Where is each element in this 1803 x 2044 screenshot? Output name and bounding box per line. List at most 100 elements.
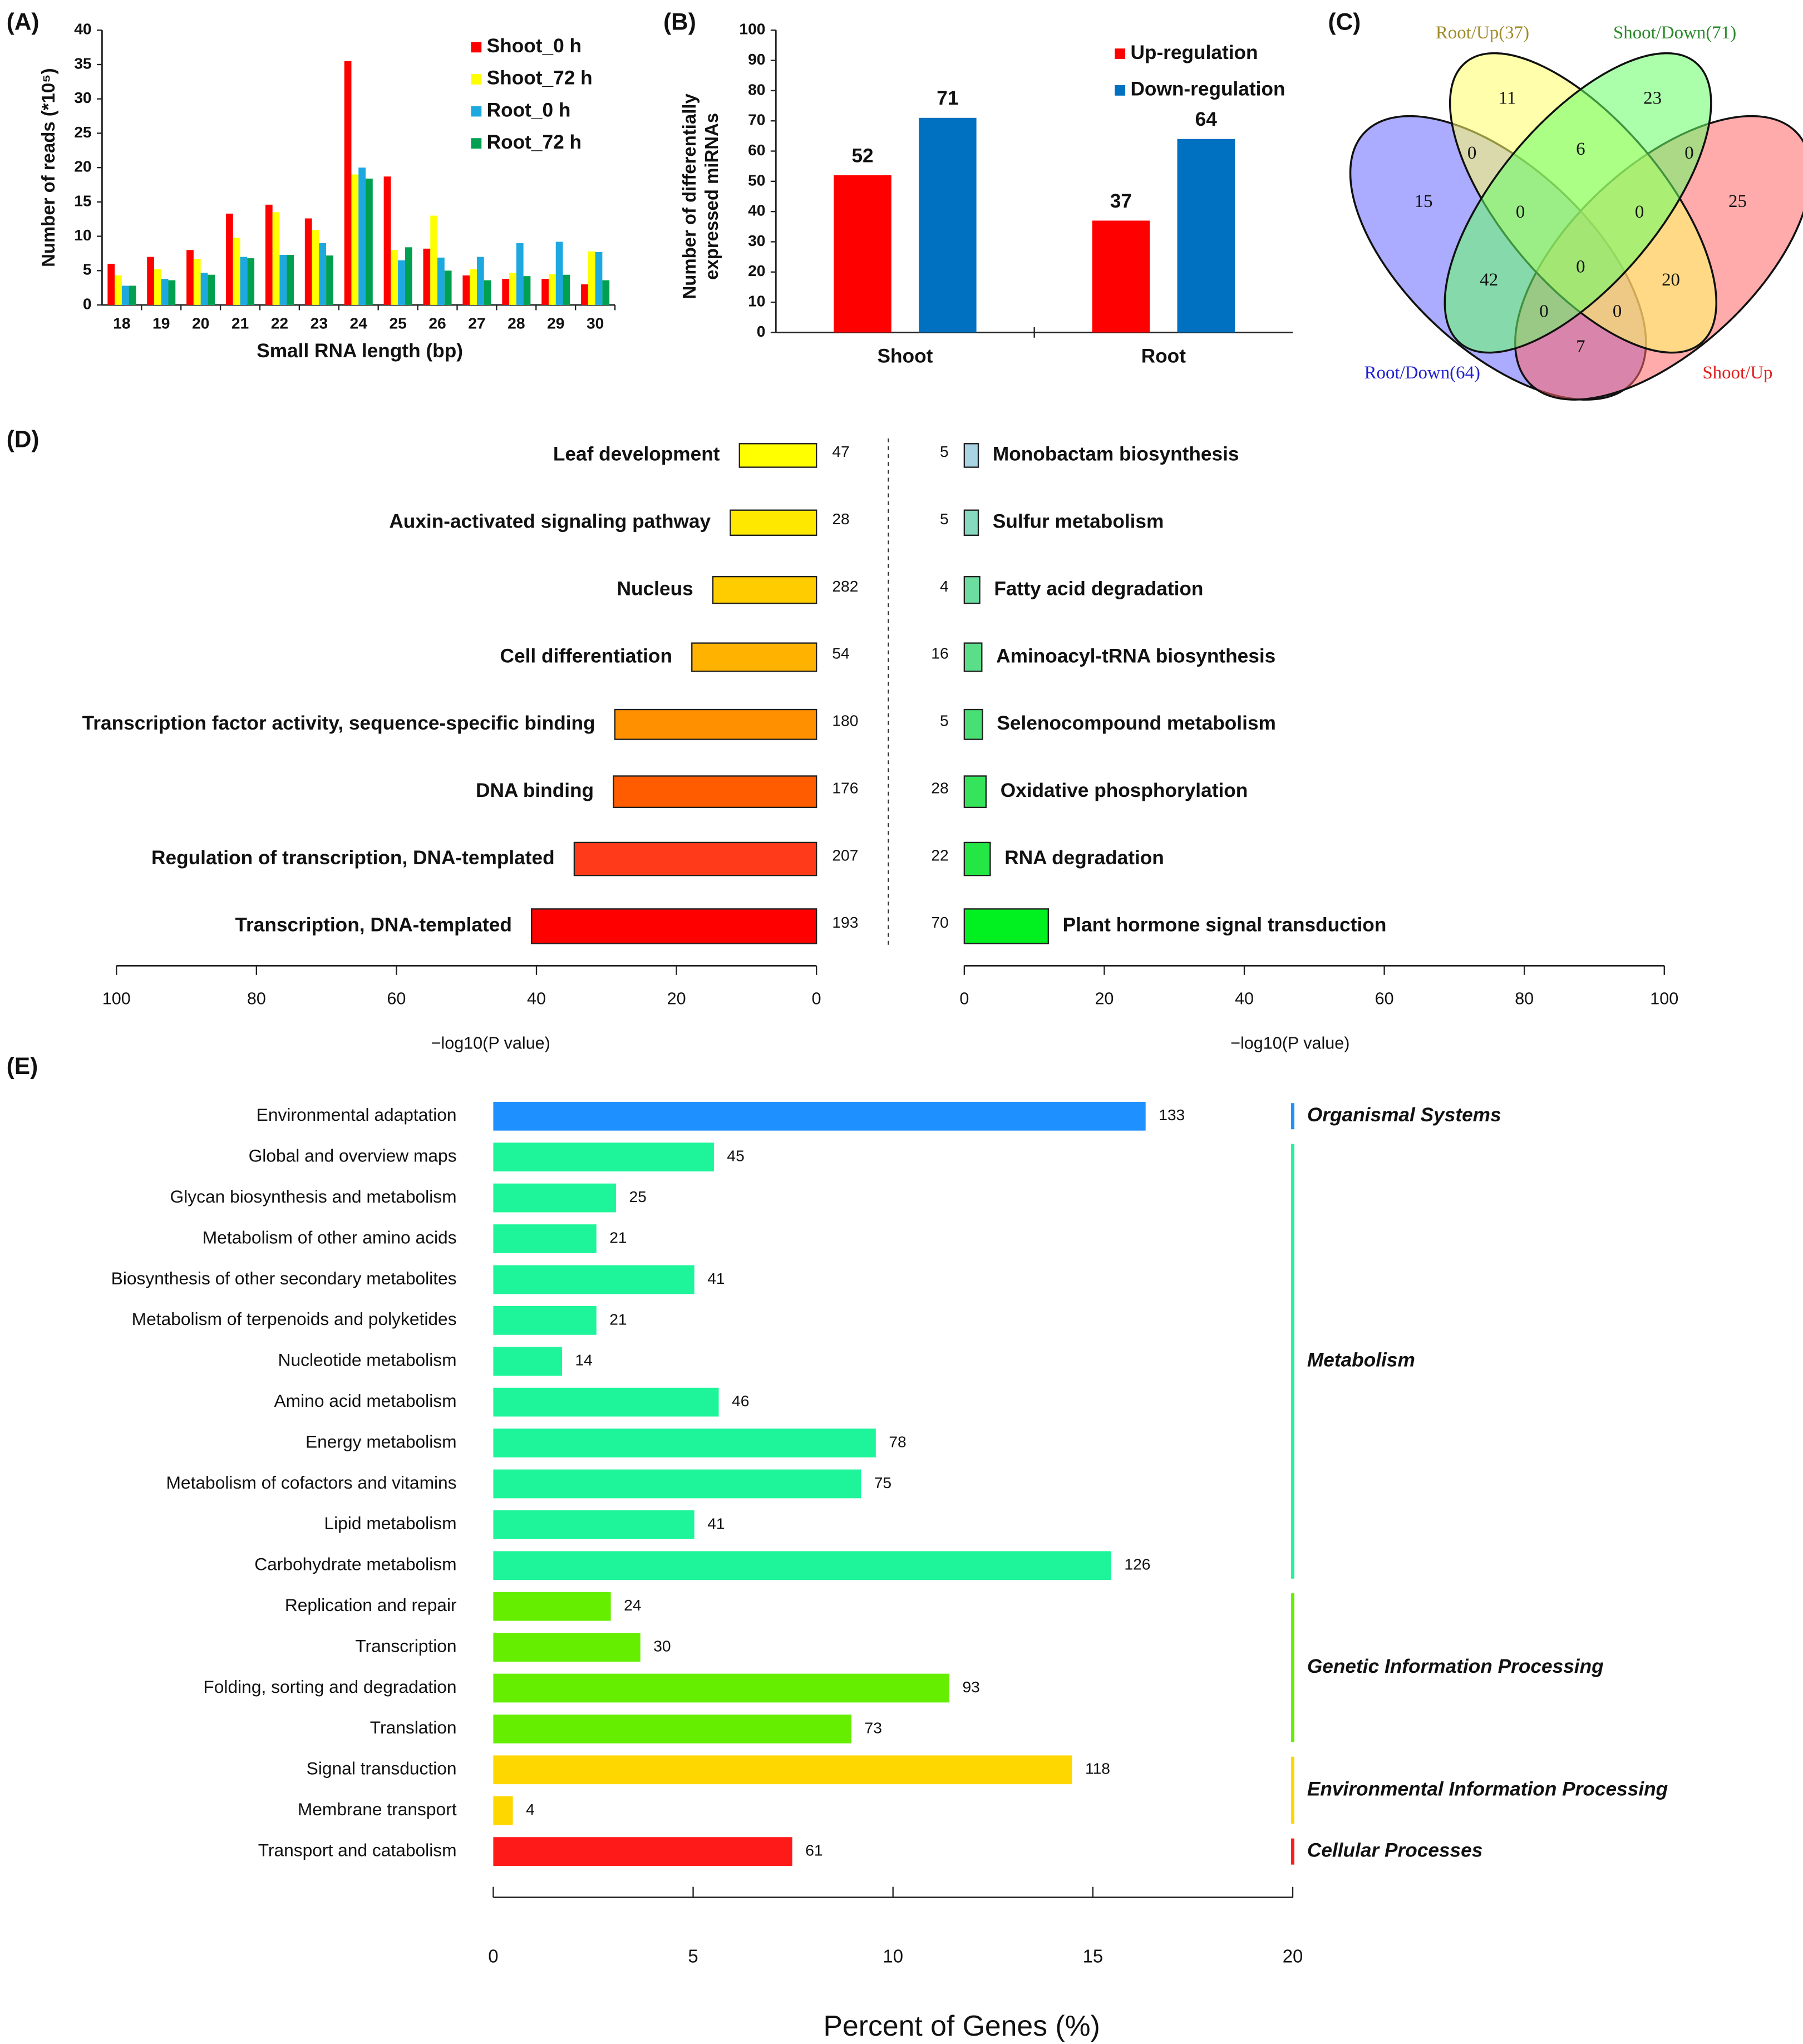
x-tick-label: 40 bbox=[1235, 989, 1254, 1008]
count-label: 41 bbox=[707, 1514, 725, 1532]
venn-region-count: 25 bbox=[1728, 191, 1747, 211]
x-tick-label: 20 bbox=[192, 314, 209, 332]
count-label: 5 bbox=[940, 510, 949, 528]
group-label: Organismal Systems bbox=[1307, 1104, 1501, 1126]
x-tick-label: 15 bbox=[1083, 1946, 1104, 1966]
bar bbox=[437, 257, 445, 306]
count-label: 126 bbox=[1124, 1555, 1150, 1573]
count-label: 46 bbox=[732, 1392, 749, 1410]
category-label: Amino acid metabolism bbox=[274, 1391, 457, 1411]
bar bbox=[502, 279, 510, 306]
x-tick-label: 0 bbox=[488, 1946, 498, 1966]
group-label: Genetic Information Processing bbox=[1307, 1656, 1604, 1677]
venn-region-count: 0 bbox=[1635, 202, 1644, 222]
bar bbox=[614, 708, 817, 740]
venn-set bbox=[1444, 52, 1712, 354]
y-tick-label: 100 bbox=[739, 20, 765, 38]
bar bbox=[493, 1429, 876, 1457]
category-label: Transcription, DNA-templated bbox=[235, 914, 511, 936]
x-tick-label: Shoot bbox=[878, 345, 933, 367]
group-label: Environmental Information Processing bbox=[1307, 1778, 1668, 1800]
category-label: Nucleus bbox=[617, 578, 693, 599]
bar bbox=[691, 642, 817, 672]
category-label: Aminoacyl-tRNA biosynthesis bbox=[996, 645, 1275, 667]
bar bbox=[493, 1715, 852, 1743]
category-label: Global and overview maps bbox=[249, 1146, 457, 1166]
bar bbox=[963, 509, 979, 536]
bar bbox=[1177, 139, 1235, 333]
y-axis-label: expressed miRNAs bbox=[701, 113, 722, 280]
legend-label: Down-regulation bbox=[1130, 78, 1285, 100]
count-label: 54 bbox=[832, 644, 849, 662]
bar bbox=[541, 279, 549, 306]
bar bbox=[476, 257, 484, 306]
bar bbox=[154, 269, 161, 306]
category-label: Transcription factor activity, sequence-… bbox=[82, 712, 595, 734]
count-label: 133 bbox=[1159, 1106, 1185, 1124]
bar bbox=[493, 1347, 562, 1376]
category-label: Cell differentiation bbox=[500, 645, 672, 667]
y-tick-label: 0 bbox=[83, 294, 92, 312]
count-label: 4 bbox=[940, 577, 949, 595]
x-tick-label: 29 bbox=[547, 314, 564, 332]
x-tick-label: 100 bbox=[102, 989, 131, 1008]
x-tick-label: 5 bbox=[688, 1946, 698, 1966]
data-label: 71 bbox=[937, 87, 958, 109]
data-label: 52 bbox=[851, 145, 873, 166]
bar bbox=[493, 1755, 1072, 1785]
bar bbox=[344, 61, 352, 306]
count-label: 4 bbox=[526, 1800, 535, 1818]
bar bbox=[161, 279, 169, 306]
bar bbox=[493, 1837, 792, 1866]
bar bbox=[147, 257, 154, 306]
y-tick-label: 15 bbox=[74, 191, 91, 209]
count-label: 45 bbox=[727, 1147, 744, 1165]
bar bbox=[233, 238, 240, 306]
bar bbox=[738, 443, 817, 468]
x-tick-label: 20 bbox=[1283, 1946, 1303, 1966]
category-label: Leaf development bbox=[553, 444, 720, 465]
x-tick-label: 0 bbox=[812, 989, 821, 1008]
category-label: Auxin-activated signaling pathway bbox=[389, 511, 711, 533]
legend-swatch bbox=[471, 138, 482, 149]
count-label: 22 bbox=[931, 846, 948, 864]
venn-region-count: 11 bbox=[1499, 88, 1516, 108]
count-label: 176 bbox=[832, 779, 858, 796]
venn-set-label: Shoot/Down(71) bbox=[1613, 23, 1736, 43]
bar bbox=[304, 218, 312, 306]
category-label: Lipid metabolism bbox=[324, 1513, 456, 1533]
count-label: 207 bbox=[832, 846, 858, 864]
panel-label: (B) bbox=[663, 9, 696, 35]
x-axis-label: −log10(P value) bbox=[1230, 1034, 1349, 1053]
bar bbox=[730, 509, 817, 536]
y-tick-label: 5 bbox=[83, 260, 92, 278]
count-label: 47 bbox=[832, 442, 849, 460]
bar bbox=[319, 243, 327, 306]
venn-region-count: 0 bbox=[1516, 202, 1525, 222]
category-label: Sulfur metabolism bbox=[993, 511, 1164, 533]
group-label: Metabolism bbox=[1307, 1349, 1415, 1371]
bar bbox=[279, 254, 287, 306]
y-tick-label: 10 bbox=[74, 226, 91, 244]
bar bbox=[493, 1265, 694, 1294]
y-axis-label: Number of differentially bbox=[679, 93, 699, 299]
x-tick-label: 80 bbox=[247, 989, 266, 1008]
category-label: Fatty acid degradation bbox=[994, 578, 1203, 599]
x-tick-label: 19 bbox=[152, 314, 170, 332]
bar bbox=[963, 775, 987, 809]
y-tick-label: 30 bbox=[74, 88, 91, 106]
y-tick-label: 10 bbox=[748, 292, 765, 310]
venn-region-count: 0 bbox=[1613, 302, 1622, 322]
category-label: Glycan biosynthesis and metabolism bbox=[170, 1186, 457, 1206]
legend-swatch bbox=[1115, 85, 1126, 96]
bar bbox=[555, 242, 563, 306]
y-tick-label: 20 bbox=[748, 262, 765, 279]
count-label: 5 bbox=[940, 442, 949, 460]
legend-label: Shoot_0 h bbox=[487, 35, 582, 57]
legend-label: Shoot_72 h bbox=[487, 67, 593, 89]
bar bbox=[193, 259, 201, 306]
bar bbox=[265, 204, 273, 306]
bar bbox=[383, 176, 391, 306]
bar bbox=[509, 273, 516, 306]
y-tick-label: 40 bbox=[748, 201, 765, 219]
